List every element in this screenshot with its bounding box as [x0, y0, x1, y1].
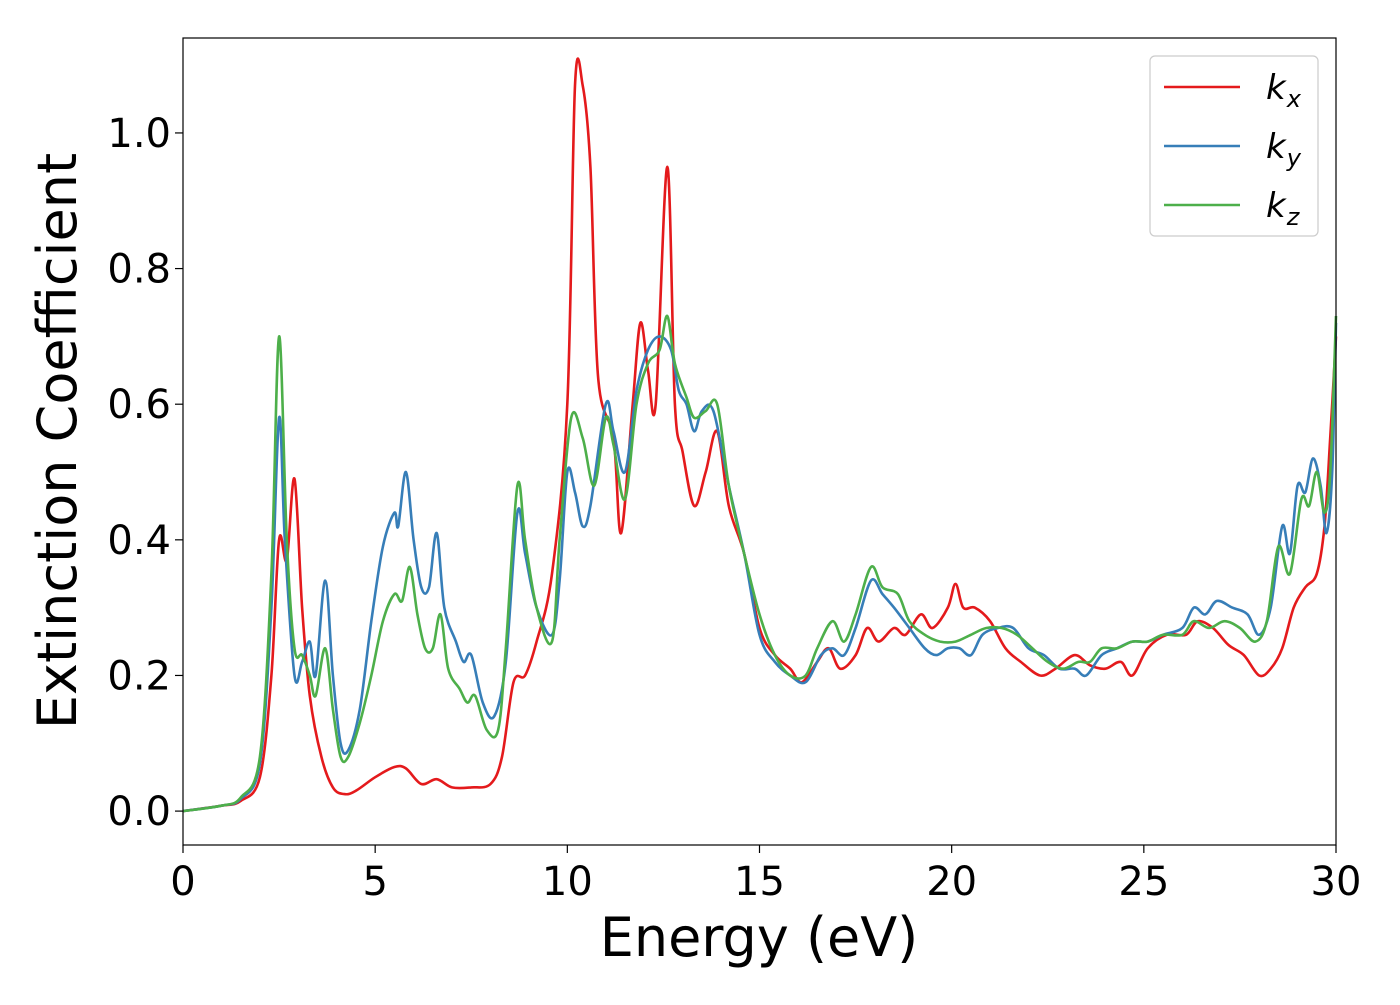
- y-tick-label: 0.4: [107, 518, 171, 564]
- x-tick-label: 15: [734, 859, 785, 905]
- x-axis-title: Energy (eV): [600, 906, 919, 969]
- y-tick-label: 0.0: [107, 789, 171, 835]
- y-tick-label: 0.8: [107, 247, 171, 293]
- x-tick-label: 20: [926, 859, 977, 905]
- series-line-z: [182, 314, 1338, 813]
- y-tick-label: 1.0: [107, 111, 171, 157]
- x-tick-label: 25: [1118, 859, 1169, 905]
- series-layer: [182, 57, 1338, 813]
- x-tick-label: 30: [1311, 859, 1362, 905]
- y-axis: 0.0 0.2 0.4 0.6 0.8 1.0: [107, 111, 183, 835]
- y-tick-label: 0.6: [107, 382, 171, 428]
- plot-area: [183, 38, 1336, 845]
- x-tick-label: 10: [542, 859, 593, 905]
- y-tick-label: 0.2: [107, 653, 171, 699]
- x-tick-label: 0: [170, 859, 195, 905]
- series-line-x: [182, 57, 1338, 813]
- y-axis-title: Extinction Coefficient: [26, 153, 89, 729]
- x-tick-label: 5: [362, 859, 387, 905]
- x-axis: 0 5 10 15 20 25 30: [170, 845, 1361, 905]
